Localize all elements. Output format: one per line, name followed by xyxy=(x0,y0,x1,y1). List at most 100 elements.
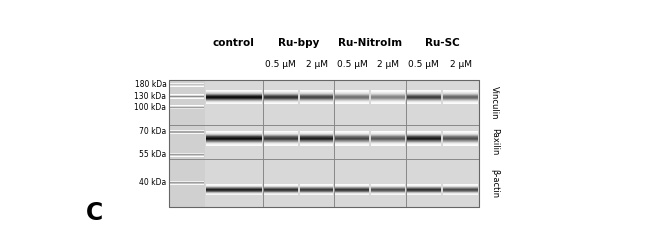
Bar xyxy=(371,143,405,144)
Bar xyxy=(300,134,333,135)
Bar xyxy=(371,187,405,188)
Bar xyxy=(370,80,406,207)
Bar xyxy=(407,189,441,190)
Bar xyxy=(371,136,405,137)
Bar xyxy=(335,194,369,195)
Bar xyxy=(205,187,261,188)
Bar xyxy=(443,139,478,140)
Bar xyxy=(443,141,478,142)
Bar xyxy=(264,94,298,95)
Bar xyxy=(443,103,478,104)
Bar xyxy=(264,93,298,94)
Bar xyxy=(443,142,478,143)
Bar xyxy=(371,101,405,102)
Bar xyxy=(300,102,333,103)
Bar xyxy=(335,97,369,98)
Bar xyxy=(335,141,369,142)
Bar xyxy=(407,90,441,91)
Bar xyxy=(264,144,298,145)
Bar xyxy=(300,185,333,186)
Bar xyxy=(335,100,369,101)
Bar xyxy=(407,192,441,193)
Bar xyxy=(264,102,298,103)
Text: 0.5 μM: 0.5 μM xyxy=(408,60,439,69)
Bar xyxy=(407,138,441,139)
Bar xyxy=(205,132,261,133)
Bar xyxy=(300,140,333,141)
Bar xyxy=(443,93,478,94)
Bar xyxy=(300,192,333,193)
Bar xyxy=(443,131,478,132)
Bar xyxy=(263,80,299,207)
Bar xyxy=(264,100,298,101)
Bar xyxy=(264,91,298,92)
Bar xyxy=(205,132,261,133)
Bar xyxy=(371,102,405,103)
Bar xyxy=(205,136,261,137)
Bar xyxy=(300,194,333,195)
Text: 130 kDa: 130 kDa xyxy=(135,92,166,101)
Bar xyxy=(300,133,333,134)
Bar xyxy=(371,188,405,189)
Bar xyxy=(335,135,369,136)
Bar xyxy=(371,191,405,192)
Bar xyxy=(335,186,369,187)
Text: Paxilin: Paxilin xyxy=(490,128,499,156)
Bar xyxy=(205,96,261,97)
Bar xyxy=(205,136,261,137)
Bar xyxy=(443,190,478,191)
Bar xyxy=(371,132,405,133)
Bar xyxy=(264,191,298,192)
Bar xyxy=(407,187,441,188)
Bar xyxy=(407,135,441,136)
Bar xyxy=(371,100,405,101)
Bar xyxy=(371,142,405,143)
Bar xyxy=(300,91,333,92)
Bar xyxy=(264,187,298,188)
Bar xyxy=(371,94,405,95)
Bar xyxy=(205,190,261,191)
Bar xyxy=(335,101,369,102)
Bar xyxy=(205,90,261,91)
Bar xyxy=(407,91,441,92)
Text: 55 kDa: 55 kDa xyxy=(139,150,166,159)
Bar xyxy=(264,189,298,190)
Text: 40 kDa: 40 kDa xyxy=(139,178,166,187)
Bar xyxy=(407,189,441,190)
Bar xyxy=(300,103,333,104)
Text: control: control xyxy=(213,38,255,48)
Bar xyxy=(443,97,478,98)
Bar xyxy=(334,80,370,207)
Bar xyxy=(264,132,298,133)
Text: Ru-NitroIm: Ru-NitroIm xyxy=(338,38,402,48)
Bar xyxy=(371,138,405,139)
Bar xyxy=(371,141,405,142)
Bar xyxy=(264,90,298,91)
Bar xyxy=(371,133,405,134)
Bar xyxy=(300,189,333,190)
Bar xyxy=(443,98,478,99)
Bar xyxy=(335,189,369,190)
Bar xyxy=(443,187,478,188)
Bar xyxy=(264,185,298,186)
Text: β-actin: β-actin xyxy=(490,169,499,198)
Bar xyxy=(264,192,298,193)
Bar xyxy=(205,138,261,139)
Bar xyxy=(443,194,478,195)
Bar xyxy=(264,188,298,189)
Bar xyxy=(335,103,369,104)
Bar xyxy=(407,94,441,95)
Bar xyxy=(443,188,478,189)
Bar xyxy=(335,191,369,192)
Bar xyxy=(407,90,441,91)
Bar xyxy=(264,194,298,195)
Bar xyxy=(443,133,478,134)
Bar xyxy=(371,92,405,93)
Bar xyxy=(443,100,478,101)
Bar xyxy=(264,92,298,93)
Bar xyxy=(205,188,261,189)
Bar xyxy=(335,193,369,194)
Bar xyxy=(371,194,405,195)
Bar xyxy=(407,102,441,103)
Bar xyxy=(264,135,298,136)
